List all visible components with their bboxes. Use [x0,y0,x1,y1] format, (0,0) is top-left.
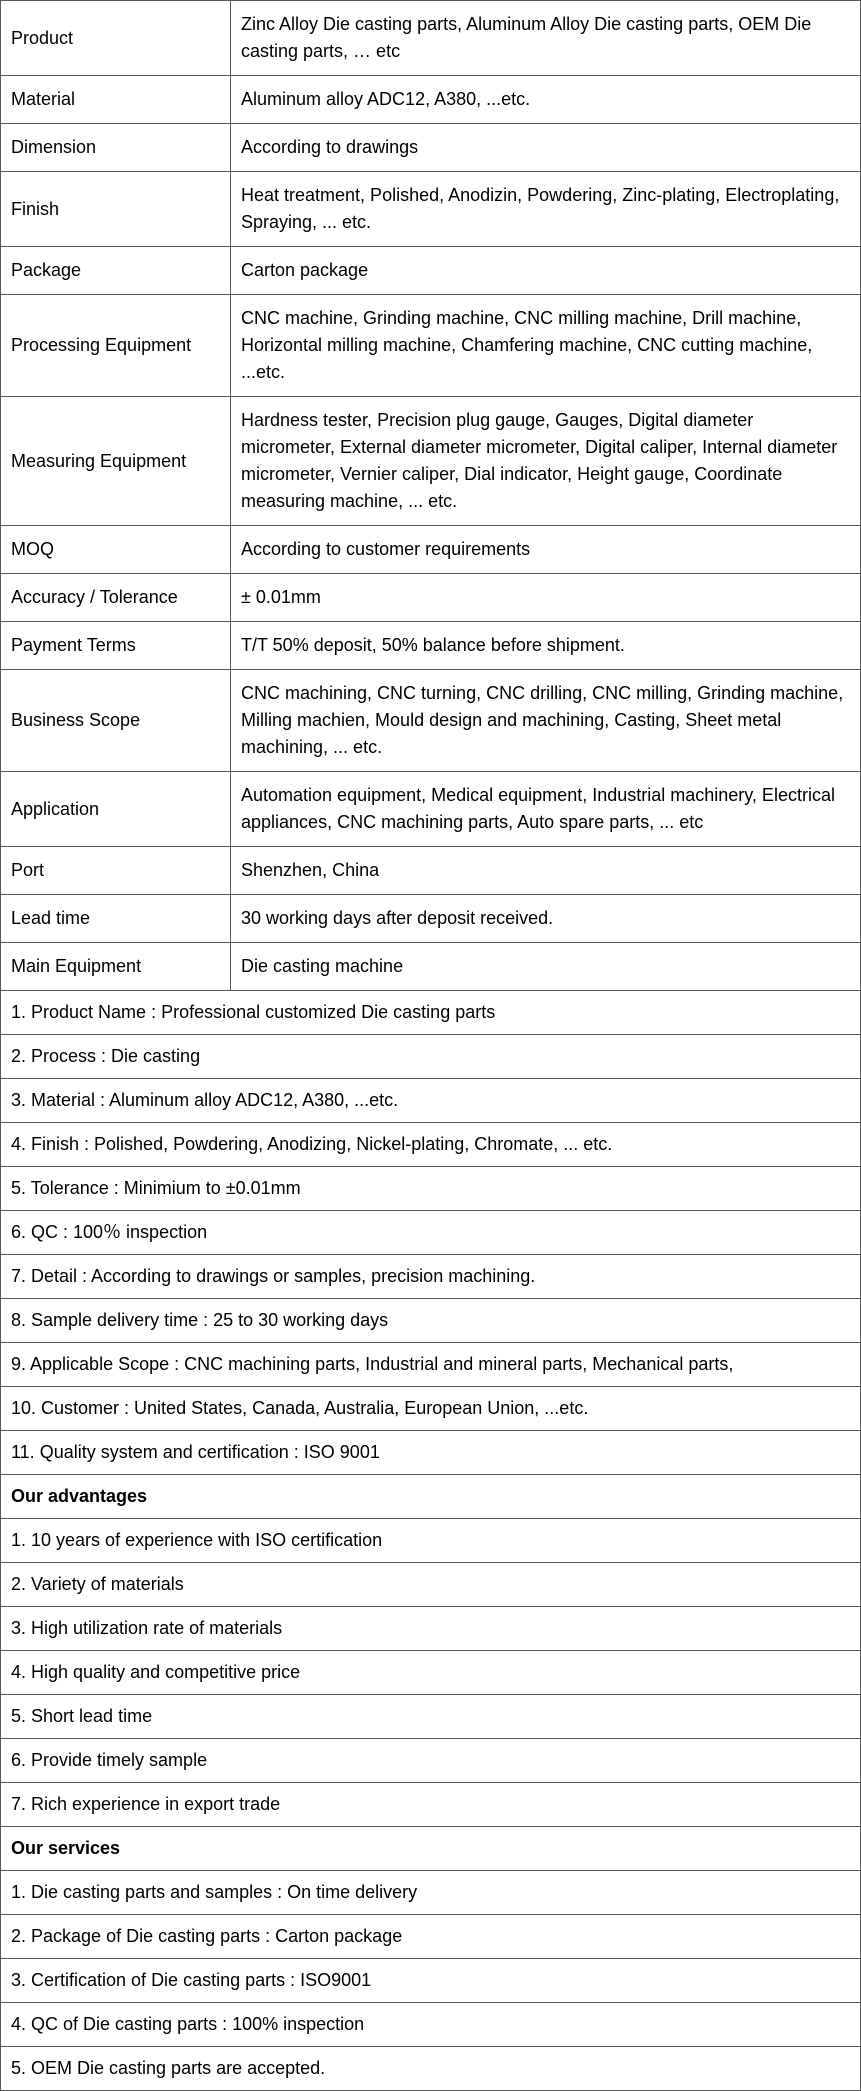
spec-row: Application Automation equipment, Medica… [1,772,861,847]
spec-row: Lead time 30 working days after deposit … [1,895,861,943]
spec-row: Business Scope CNC machining, CNC turnin… [1,670,861,772]
spec-row: Port Shenzhen, China [1,847,861,895]
spec-row: Measuring Equipment Hardness tester, Pre… [1,397,861,526]
detail-text: 9. Applicable Scope : CNC machining part… [1,1343,861,1387]
spec-row: Processing Equipment CNC machine, Grindi… [1,295,861,397]
spec-row: Finish Heat treatment, Polished, Anodizi… [1,172,861,247]
spec-label: Accuracy / Tolerance [1,574,231,622]
detail-text: 2. Variety of materials [1,1563,861,1607]
detail-row: 4. QC of Die casting parts : 100% inspec… [1,2003,861,2047]
detail-row: 1. 10 years of experience with ISO certi… [1,1519,861,1563]
detail-row: 5. Tolerance : Minimium to ±0.01mm [1,1167,861,1211]
spec-label: Business Scope [1,670,231,772]
detail-row: 2. Package of Die casting parts : Carton… [1,1915,861,1959]
detail-row: 3. High utilization rate of materials [1,1607,861,1651]
spec-value: Hardness tester, Precision plug gauge, G… [231,397,861,526]
spec-label: Application [1,772,231,847]
spec-label: Port [1,847,231,895]
spec-table: Product Zinc Alloy Die casting parts, Al… [0,0,861,2091]
detail-row: 7. Detail : According to drawings or sam… [1,1255,861,1299]
detail-row: 1. Die casting parts and samples : On ti… [1,1871,861,1915]
detail-text: 2. Package of Die casting parts : Carton… [1,1915,861,1959]
detail-text: 1. 10 years of experience with ISO certi… [1,1519,861,1563]
detail-text: 8. Sample delivery time : 25 to 30 worki… [1,1299,861,1343]
spec-value: T/T 50% deposit, 50% balance before ship… [231,622,861,670]
detail-text: 5. Tolerance : Minimium to ±0.01mm [1,1167,861,1211]
spec-label: Dimension [1,124,231,172]
detail-text: 7. Rich experience in export trade [1,1783,861,1827]
spec-value: CNC machining, CNC turning, CNC drilling… [231,670,861,772]
detail-row: 4. Finish : Polished, Powdering, Anodizi… [1,1123,861,1167]
spec-row: Main Equipment Die casting machine [1,943,861,991]
detail-text: 3. Certification of Die casting parts : … [1,1959,861,2003]
detail-row: 5. OEM Die casting parts are accepted. [1,2047,861,2091]
spec-row: Payment Terms T/T 50% deposit, 50% balan… [1,622,861,670]
spec-row: Material Aluminum alloy ADC12, A380, ...… [1,76,861,124]
detail-row: 6. QC : 100％ inspection [1,1211,861,1255]
detail-row: 11. Quality system and certification : I… [1,1431,861,1475]
spec-value: According to customer requirements [231,526,861,574]
section-heading: Our advantages [1,1475,861,1519]
detail-text: 7. Detail : According to drawings or sam… [1,1255,861,1299]
spec-value: According to drawings [231,124,861,172]
detail-text: 10. Customer : United States, Canada, Au… [1,1387,861,1431]
detail-row: 5. Short lead time [1,1695,861,1739]
spec-value: Shenzhen, China [231,847,861,895]
spec-row: MOQ According to customer requirements [1,526,861,574]
spec-label: Measuring Equipment [1,397,231,526]
spec-label: Lead time [1,895,231,943]
spec-label: Payment Terms [1,622,231,670]
section-heading: Our services [1,1827,861,1871]
detail-row: 1. Product Name : Professional customize… [1,991,861,1035]
spec-value: Heat treatment, Polished, Anodizin, Powd… [231,172,861,247]
detail-row: Our services [1,1827,861,1871]
detail-row: 10. Customer : United States, Canada, Au… [1,1387,861,1431]
detail-text: 4. Finish : Polished, Powdering, Anodizi… [1,1123,861,1167]
detail-row: 9. Applicable Scope : CNC machining part… [1,1343,861,1387]
detail-text: 1. Die casting parts and samples : On ti… [1,1871,861,1915]
detail-text: 5. OEM Die casting parts are accepted. [1,2047,861,2091]
detail-row: 6. Provide timely sample [1,1739,861,1783]
detail-text: 3. Material : Aluminum alloy ADC12, A380… [1,1079,861,1123]
spec-value: ± 0.01mm [231,574,861,622]
detail-row: 3. Material : Aluminum alloy ADC12, A380… [1,1079,861,1123]
detail-text: 2. Process : Die casting [1,1035,861,1079]
detail-text: 6. Provide timely sample [1,1739,861,1783]
detail-row: 7. Rich experience in export trade [1,1783,861,1827]
spec-value: Aluminum alloy ADC12, A380, ...etc. [231,76,861,124]
spec-label: Package [1,247,231,295]
spec-label: Product [1,1,231,76]
spec-value: Die casting machine [231,943,861,991]
spec-label: Processing Equipment [1,295,231,397]
detail-text: 3. High utilization rate of materials [1,1607,861,1651]
detail-row: 3. Certification of Die casting parts : … [1,1959,861,2003]
spec-value: CNC machine, Grinding machine, CNC milli… [231,295,861,397]
detail-row: 2. Process : Die casting [1,1035,861,1079]
spec-value: Zinc Alloy Die casting parts, Aluminum A… [231,1,861,76]
spec-row: Dimension According to drawings [1,124,861,172]
spec-label: MOQ [1,526,231,574]
detail-row: 4. High quality and competitive price [1,1651,861,1695]
spec-label: Main Equipment [1,943,231,991]
spec-label: Finish [1,172,231,247]
detail-text: 4. QC of Die casting parts : 100% inspec… [1,2003,861,2047]
detail-row: 8. Sample delivery time : 25 to 30 worki… [1,1299,861,1343]
detail-row: 2. Variety of materials [1,1563,861,1607]
spec-row: Package Carton package [1,247,861,295]
detail-text: 4. High quality and competitive price [1,1651,861,1695]
detail-text: 1. Product Name : Professional customize… [1,991,861,1035]
spec-label: Material [1,76,231,124]
detail-row: Our advantages [1,1475,861,1519]
detail-text: 6. QC : 100％ inspection [1,1211,861,1255]
detail-text: 11. Quality system and certification : I… [1,1431,861,1475]
detail-text: 5. Short lead time [1,1695,861,1739]
spec-value: Automation equipment, Medical equipment,… [231,772,861,847]
spec-row: Product Zinc Alloy Die casting parts, Al… [1,1,861,76]
spec-row: Accuracy / Tolerance ± 0.01mm [1,574,861,622]
spec-value: 30 working days after deposit received. [231,895,861,943]
spec-value: Carton package [231,247,861,295]
